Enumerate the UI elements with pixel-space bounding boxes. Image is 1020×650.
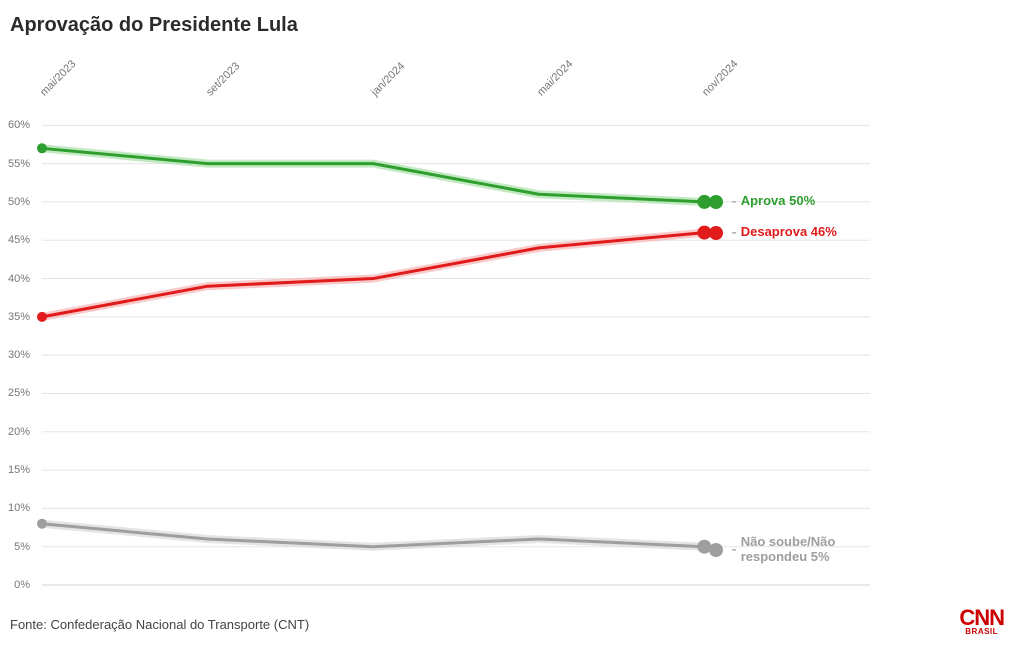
legend-text: Não soube/Nãorespondeu 5% — [741, 535, 836, 565]
legend-dash: - — [731, 193, 736, 211]
y-tick-label: 5% — [14, 541, 30, 553]
chart-source: Fonte: Confederação Nacional do Transpor… — [10, 617, 309, 632]
series-glow-desaprova — [42, 233, 704, 317]
chart-area: 0%5%10%15%20%25%30%35%40%45%50%55%60%mai… — [0, 50, 1020, 600]
y-tick-label: 10% — [8, 502, 30, 514]
legend-dash: - — [731, 224, 736, 242]
y-tick-label: 40% — [8, 273, 30, 285]
y-tick-label: 50% — [8, 196, 30, 208]
y-tick-label: 0% — [14, 579, 30, 591]
brand-logo: CNN BRASIL — [959, 609, 1004, 636]
legend-nsnr: -Não soube/Nãorespondeu 5% — [707, 535, 835, 565]
legend-dash: - — [731, 541, 736, 559]
chart-title: Aprovação do Presidente Lula — [0, 0, 1020, 37]
y-tick-label: 55% — [8, 158, 30, 170]
y-tick-label: 35% — [8, 311, 30, 323]
brand-text-top: CNN — [959, 609, 1004, 627]
legend-desaprova: -Desaprova 46% — [707, 224, 836, 242]
y-tick-label: 60% — [8, 119, 30, 131]
series-start-marker-desaprova — [37, 312, 47, 322]
legend-marker-icon — [707, 193, 725, 211]
legend-marker-icon — [707, 224, 725, 242]
y-tick-label: 30% — [8, 349, 30, 361]
chart-svg — [0, 50, 1020, 600]
y-tick-label: 20% — [8, 426, 30, 438]
legend-marker-icon — [707, 541, 725, 559]
legend-text: Aprova 50% — [741, 194, 815, 209]
y-tick-label: 25% — [8, 387, 30, 399]
legend-text: Desaprova 46% — [741, 225, 837, 240]
series-start-marker-nsnr — [37, 519, 47, 529]
series-start-marker-aprova — [37, 143, 47, 153]
brand-text-bottom: BRASIL — [959, 627, 1004, 636]
y-tick-label: 15% — [8, 464, 30, 476]
y-tick-label: 45% — [8, 234, 30, 246]
legend-aprova: -Aprova 50% — [707, 193, 815, 211]
